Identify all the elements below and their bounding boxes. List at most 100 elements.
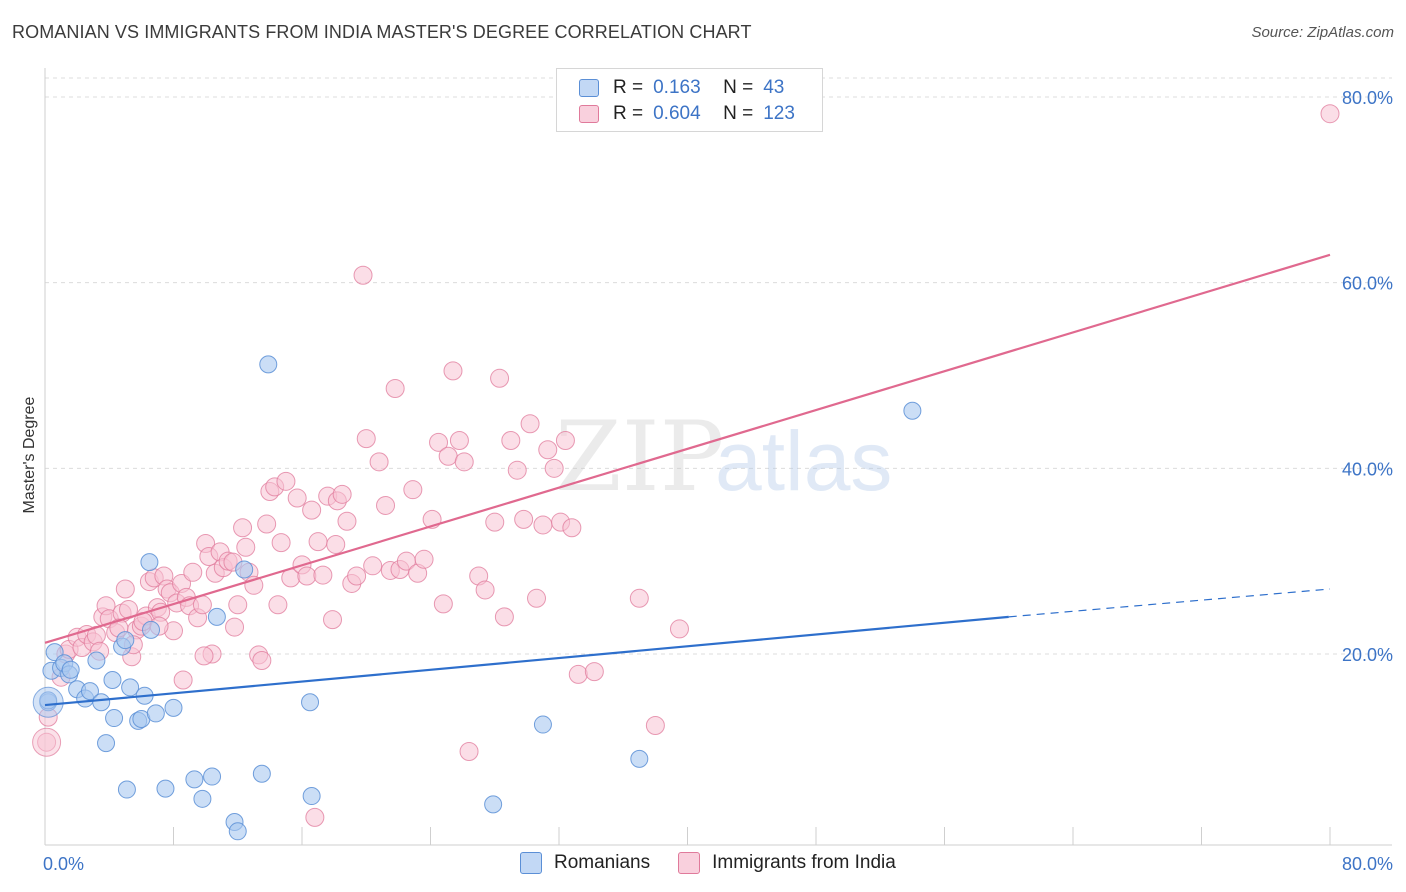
watermark: ZIP atlas xyxy=(555,401,892,513)
india-point xyxy=(183,562,203,582)
romanian-point xyxy=(121,678,140,697)
x-tick-label: 80.0% xyxy=(1342,854,1393,874)
romanian-point xyxy=(103,670,122,689)
n-value: 123 xyxy=(763,103,795,124)
y-axis-label: Master's Degree xyxy=(21,396,38,513)
romanian-point xyxy=(105,709,124,728)
india-point xyxy=(501,430,521,450)
legend-row-india: R = 0.604 N = 123 xyxy=(579,101,795,127)
india-point xyxy=(271,533,291,553)
india-point xyxy=(584,662,604,682)
india-point xyxy=(356,429,376,449)
romanian-point xyxy=(117,780,136,799)
india-point xyxy=(494,607,514,627)
n-value: 43 xyxy=(763,77,785,98)
legend-row-romanians: R = 0.163 N = 43 xyxy=(579,75,784,101)
india-point xyxy=(429,432,449,452)
romanian-point xyxy=(80,682,99,701)
romanian-point xyxy=(116,631,135,650)
watermark-atlas: atlas xyxy=(715,414,892,508)
r-value: 0.604 xyxy=(653,103,701,124)
india-point xyxy=(544,458,564,478)
india-point xyxy=(485,512,505,532)
r-label: R = xyxy=(613,103,644,124)
romanian-point xyxy=(630,749,649,768)
romanian-point xyxy=(92,693,111,712)
india-point xyxy=(568,664,588,684)
india-point xyxy=(438,446,458,466)
romanian-point xyxy=(903,401,922,420)
india-point xyxy=(385,378,405,398)
india-point xyxy=(538,440,558,460)
romanian-point xyxy=(97,734,116,753)
y-tick-label: 20.0% xyxy=(1342,645,1393,665)
india-point xyxy=(490,368,510,388)
n-label: N = xyxy=(723,77,754,98)
correlation-legend: R = 0.163 N = 43 R = 0.604 N = 123 xyxy=(556,68,823,132)
india-point xyxy=(323,610,343,630)
india-point xyxy=(225,617,245,637)
romanian-point xyxy=(140,553,159,572)
india-point xyxy=(353,265,373,285)
romanian-point xyxy=(146,704,165,723)
india-point xyxy=(287,488,307,508)
india-point xyxy=(268,595,288,615)
legend-label-india: Immigrants from India xyxy=(712,852,896,873)
india-point xyxy=(475,580,495,600)
india-point xyxy=(527,588,547,608)
india-point xyxy=(192,595,212,615)
source-label: Source: ZipAtlas.com xyxy=(1251,24,1394,41)
india-point xyxy=(233,518,253,538)
romanian-point xyxy=(164,698,183,717)
india-point xyxy=(507,460,527,480)
romanian-point xyxy=(61,660,80,679)
india-point xyxy=(562,518,582,538)
india-point xyxy=(313,565,333,585)
r-label: R = xyxy=(613,77,644,98)
n-label: N = xyxy=(723,103,754,124)
india-point xyxy=(332,484,352,504)
y-tick-label: 40.0% xyxy=(1342,459,1393,479)
romanian-point xyxy=(301,693,320,712)
india-point xyxy=(173,670,193,690)
india-point xyxy=(629,588,649,608)
romanian-point xyxy=(142,620,161,639)
india-point xyxy=(1320,104,1340,124)
romanian-points xyxy=(32,355,922,841)
india-point xyxy=(326,534,346,554)
india-point xyxy=(514,509,534,529)
romanian-point xyxy=(193,789,212,808)
india-point xyxy=(194,646,214,666)
watermark-zip: ZIP xyxy=(555,401,724,513)
india-point xyxy=(555,430,575,450)
legend-label-romanians: Romanians xyxy=(554,852,651,873)
india-point xyxy=(115,579,135,599)
swatch-india xyxy=(678,852,701,874)
legend-item-romanians[interactable]: Romanians xyxy=(520,852,650,874)
romanian-trend-line xyxy=(44,615,1009,707)
romanian-point-large xyxy=(32,686,64,718)
legend-item-india[interactable]: Immigrants from India xyxy=(678,852,896,874)
india-point xyxy=(308,532,328,552)
india-point xyxy=(276,471,296,491)
india-point xyxy=(433,594,453,614)
india-point xyxy=(347,566,367,586)
india-point xyxy=(533,515,553,535)
romanian-point xyxy=(259,355,278,374)
romanian-point xyxy=(185,770,204,789)
india-point xyxy=(449,430,469,450)
romanian-point xyxy=(484,795,503,814)
india-point xyxy=(403,480,423,500)
india-point xyxy=(369,452,389,472)
romanian-trend-extension xyxy=(1008,588,1331,618)
india-point xyxy=(454,452,474,472)
y-tick-label: 80.0% xyxy=(1342,88,1393,108)
romanian-point xyxy=(533,715,552,734)
india-point xyxy=(363,556,383,576)
india-point xyxy=(302,500,322,520)
india-point xyxy=(520,414,540,434)
trend-lines xyxy=(44,253,1331,707)
romanian-point xyxy=(207,607,226,626)
romanian-point xyxy=(235,560,254,579)
